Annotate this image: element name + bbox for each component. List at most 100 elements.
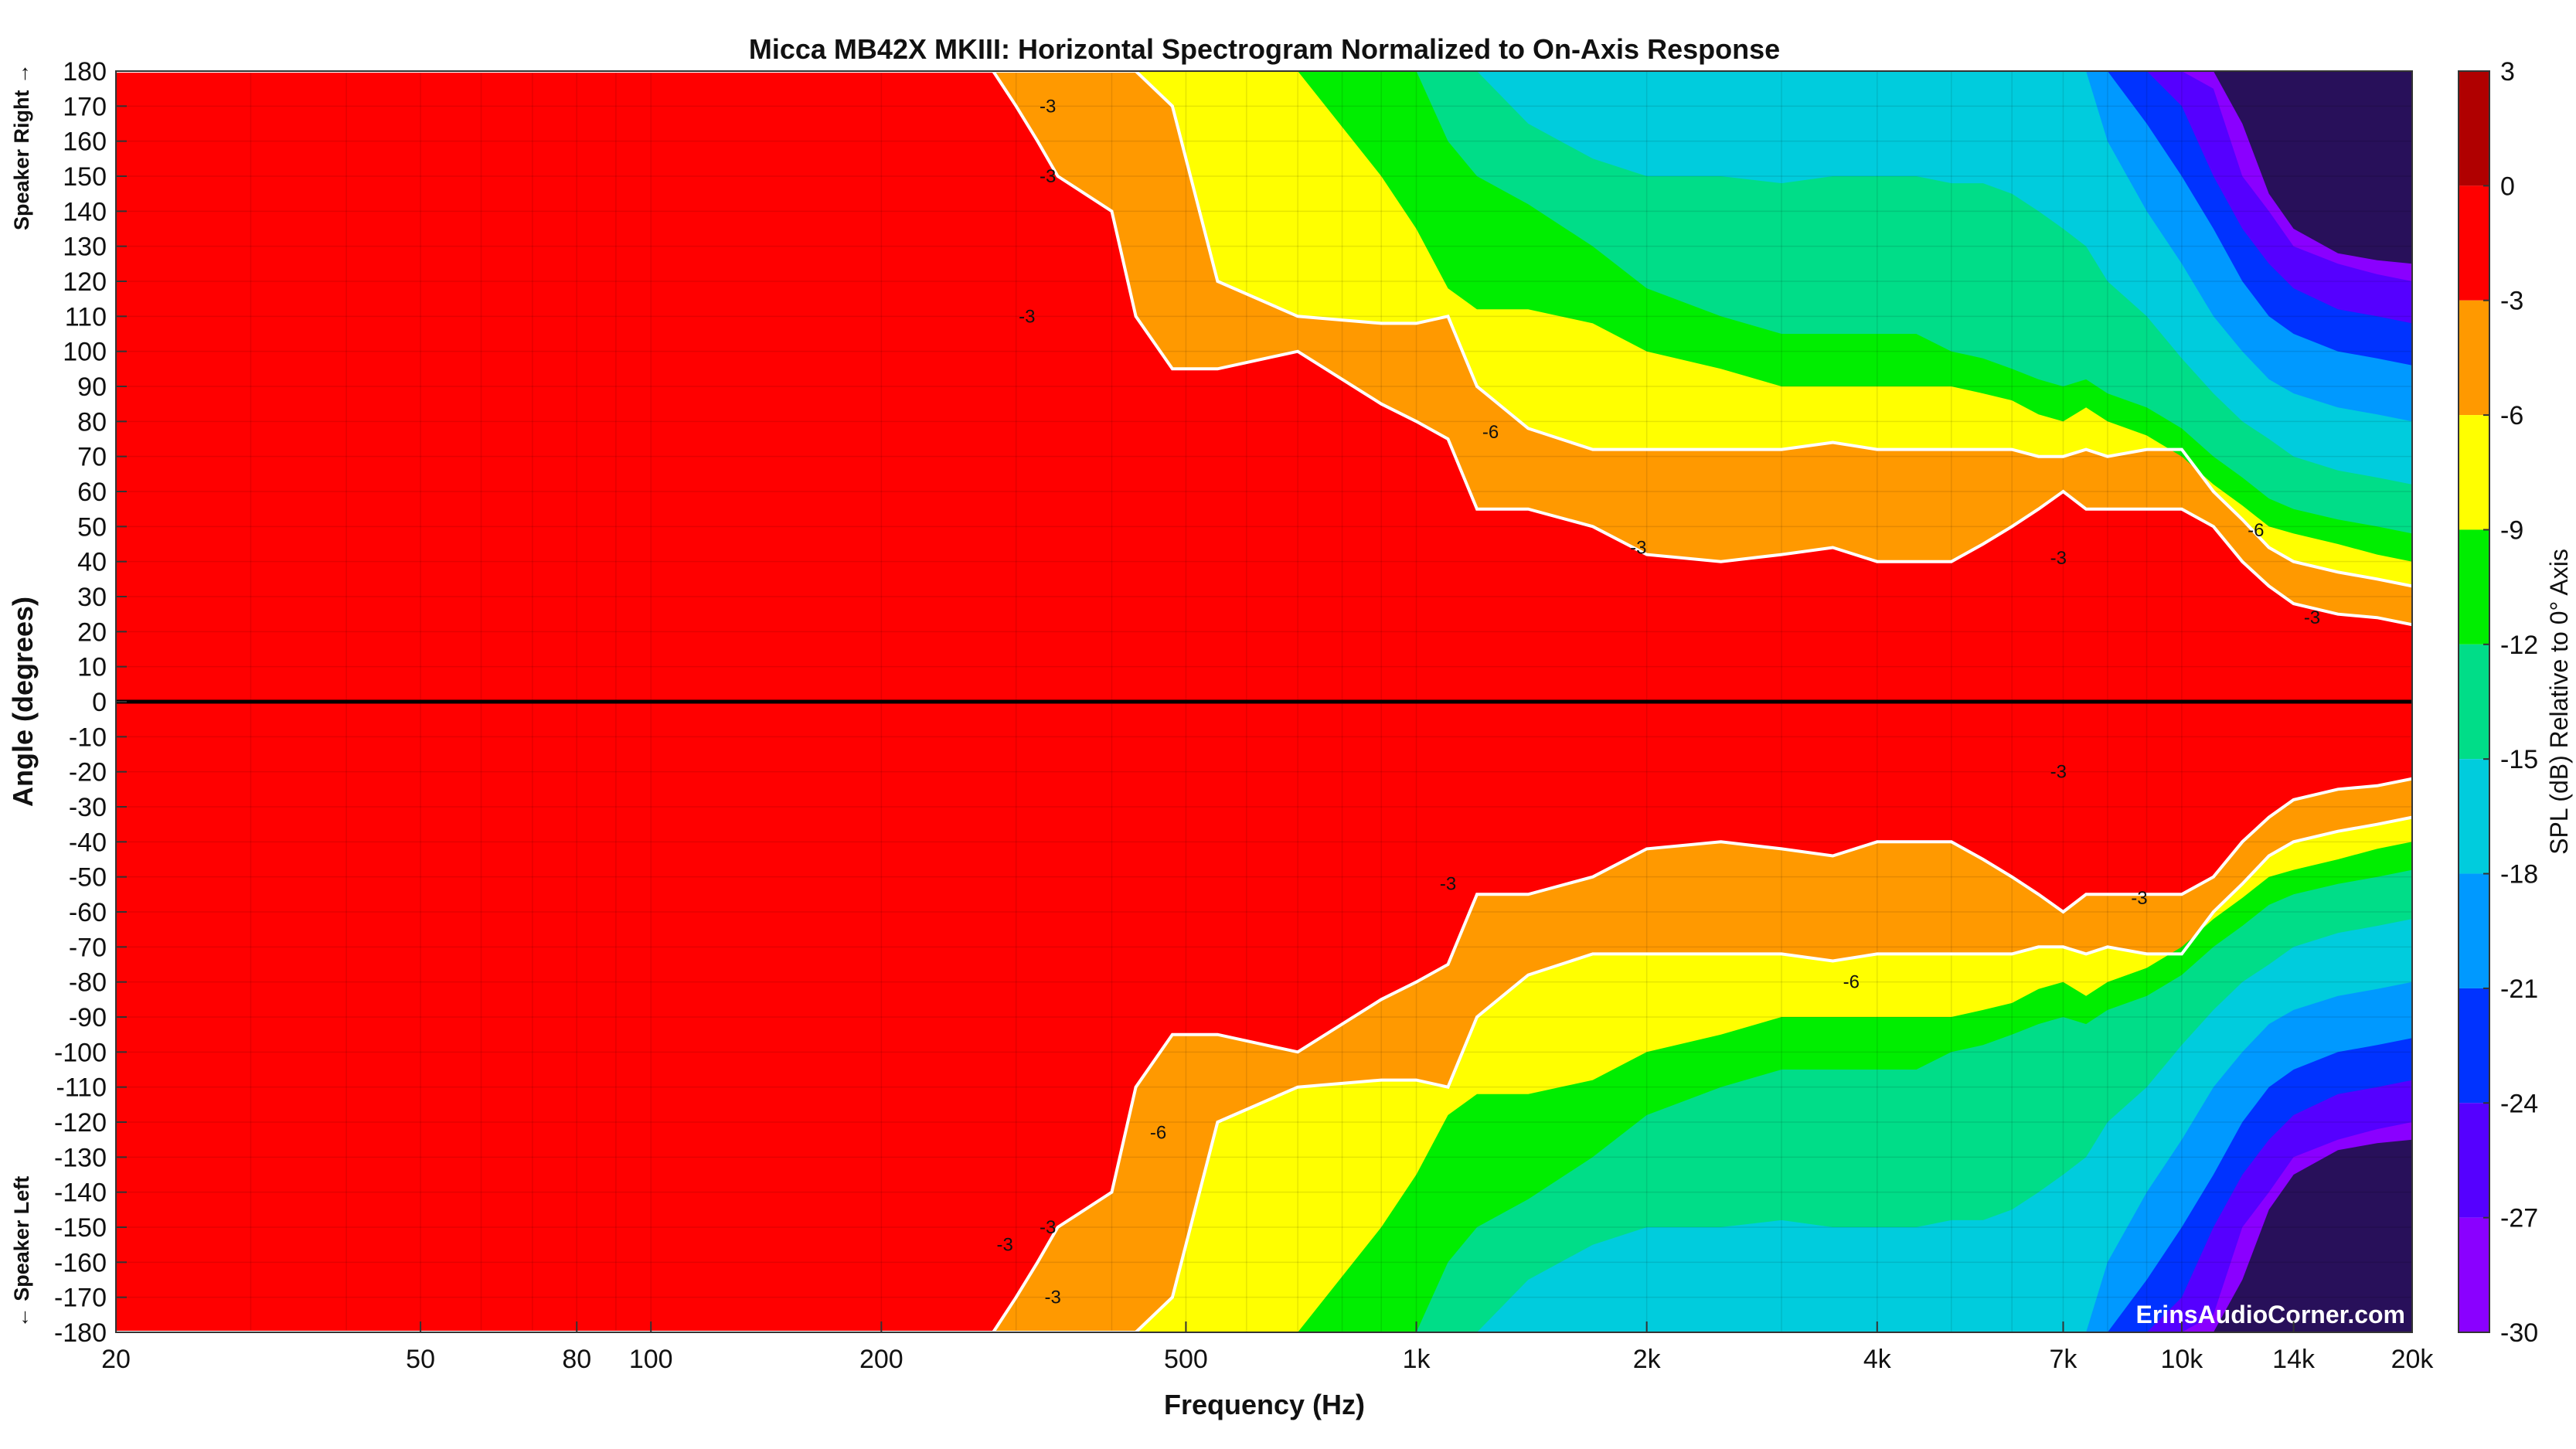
colorbar-band — [2459, 71, 2489, 186]
x-tick-label: 80 — [562, 1345, 591, 1374]
band-right-12db — [116, 71, 2412, 534]
y-tick-label: 140 — [63, 197, 107, 226]
colorbar-tick-label: -18 — [2500, 860, 2538, 889]
x-tick-label: 500 — [1164, 1345, 1208, 1374]
contour-line — [116, 777, 2412, 1332]
y-tick-label: -120 — [54, 1108, 107, 1138]
y-tick-label: 120 — [63, 267, 107, 297]
colorbar-band — [2459, 988, 2489, 1104]
contour-label: -3 — [1440, 874, 1456, 895]
y-tick-label: 30 — [77, 583, 107, 612]
y-axis-ticks: 1801701601501401301201101009080706050403… — [54, 57, 127, 1348]
x-axis-ticks: 20 50 80 100 200 500 1k 2k 4k 7k 10k 14k 20k — [101, 1321, 2434, 1374]
x-axis-label: Frequency (Hz) — [1164, 1389, 1365, 1420]
contour-label: -3 — [1040, 166, 1056, 187]
y-tick-label: -110 — [56, 1073, 107, 1103]
colorbar-band — [2459, 185, 2489, 301]
y-tick-label: 170 — [63, 92, 107, 121]
contour-line — [116, 815, 2412, 1332]
y-tick-label: 60 — [77, 478, 107, 507]
contour-line — [116, 71, 2412, 588]
x-tick-label: 10k — [2160, 1345, 2203, 1374]
y-tick-label: -50 — [69, 863, 107, 893]
x-tick-label: 20k — [2391, 1345, 2435, 1374]
colorbar-tick-label: -27 — [2500, 1204, 2538, 1233]
y-tick-label: -90 — [69, 1003, 107, 1032]
colorbar-band — [2459, 759, 2489, 874]
x-tick-label: 14k — [2272, 1345, 2316, 1374]
y-tick-label: 130 — [63, 233, 107, 262]
y-tick-label: 160 — [63, 128, 107, 157]
x-tick-label: 4k — [1863, 1345, 1892, 1374]
contour-label: -6 — [1150, 1123, 1166, 1144]
x-tick-label: 100 — [629, 1345, 673, 1374]
contour-label: -3 — [1040, 96, 1056, 117]
colorbar-tick-label: -6 — [2500, 401, 2523, 430]
band-left-15db — [116, 919, 2412, 1332]
colorbar-band — [2459, 644, 2489, 760]
y-tick-label: 20 — [77, 617, 107, 647]
colorbar-band — [2459, 1103, 2489, 1218]
colorbar-tick-label: 0 — [2500, 172, 2515, 201]
contour-label: -3 — [2050, 548, 2067, 569]
watermark: ErinsAudioCorner.com — [2136, 1301, 2406, 1328]
y-tick-label: 110 — [65, 302, 107, 332]
x-tick-label: 7k — [2050, 1345, 2078, 1374]
y-tick-label: -10 — [69, 723, 107, 752]
contour-label: -6 — [1843, 972, 1860, 993]
colorbar-tick-label: -3 — [2500, 287, 2523, 316]
y-tick-label: 150 — [63, 162, 107, 192]
y-tick-label: -30 — [69, 793, 107, 822]
speaker-right-label: Speaker Right → — [10, 63, 33, 230]
contour-label: -3 — [1040, 1217, 1056, 1238]
y-tick-label: -20 — [69, 758, 107, 787]
contour-label: -6 — [2248, 520, 2264, 541]
colorbar-band — [2459, 415, 2489, 530]
contour-label: -3 — [2304, 607, 2320, 628]
plot-area: -3 -3 -3 -6 -3 -3 -6 -3 -3 -3 -3 -6 -6 -3 -3 -3 ErinsAu… — [115, 70, 2413, 1333]
y-tick-label: -170 — [54, 1284, 107, 1313]
y-tick-label: 50 — [77, 512, 107, 542]
band-right-24db — [116, 71, 2412, 324]
y-tick-label: 0 — [92, 688, 107, 717]
contour-label: -3 — [1019, 306, 1035, 327]
colorbar-band — [2459, 873, 2489, 988]
y-tick-label: 180 — [63, 57, 107, 87]
x-tick-label: 20 — [101, 1345, 131, 1374]
y-tick-label: -140 — [54, 1179, 107, 1208]
x-tick-label: 1k — [1403, 1345, 1431, 1374]
y-tick-label: 80 — [77, 407, 107, 437]
contour-label: -3 — [1630, 538, 1646, 559]
y-tick-label: -40 — [69, 828, 107, 857]
colorbar-tick-label: -9 — [2500, 515, 2523, 545]
contour-line — [116, 71, 2412, 627]
x-tick-label: 200 — [859, 1345, 903, 1374]
x-tick-label: 2k — [1633, 1345, 1662, 1374]
contour-label: -3 — [996, 1235, 1012, 1256]
colorbar-tick-label: -30 — [2500, 1318, 2538, 1348]
contour-label: -3 — [2050, 762, 2067, 783]
colorbar-tick-label: 3 — [2500, 57, 2515, 87]
colorbar-frame — [2458, 70, 2490, 1333]
band-right-15db — [116, 71, 2412, 485]
y-tick-label: -150 — [54, 1213, 107, 1243]
colorbar-tick-label: -15 — [2500, 745, 2538, 774]
chart-title: Micca MB42X MKIII: Horizontal Spectrogra… — [749, 33, 1780, 65]
y-tick-label: -60 — [69, 898, 107, 927]
x-tick-label: 50 — [406, 1345, 435, 1374]
y-tick-label: 70 — [77, 443, 107, 472]
y-tick-label: 100 — [63, 338, 107, 367]
contour-label: -3 — [2131, 888, 2147, 909]
colorbar-band — [2459, 529, 2489, 645]
y-tick-label: -180 — [54, 1318, 107, 1348]
y-tick-label: 10 — [77, 653, 107, 682]
y-tick-label: -70 — [69, 933, 107, 962]
colorbar-band — [2459, 300, 2489, 416]
y-tick-label: 40 — [77, 548, 107, 577]
contour-label: -6 — [1482, 422, 1499, 443]
colorbar-band — [2459, 1217, 2489, 1332]
y-tick-label: -160 — [54, 1248, 107, 1277]
y-tick-label: -100 — [54, 1038, 107, 1067]
band-left-12db — [116, 869, 2412, 1332]
